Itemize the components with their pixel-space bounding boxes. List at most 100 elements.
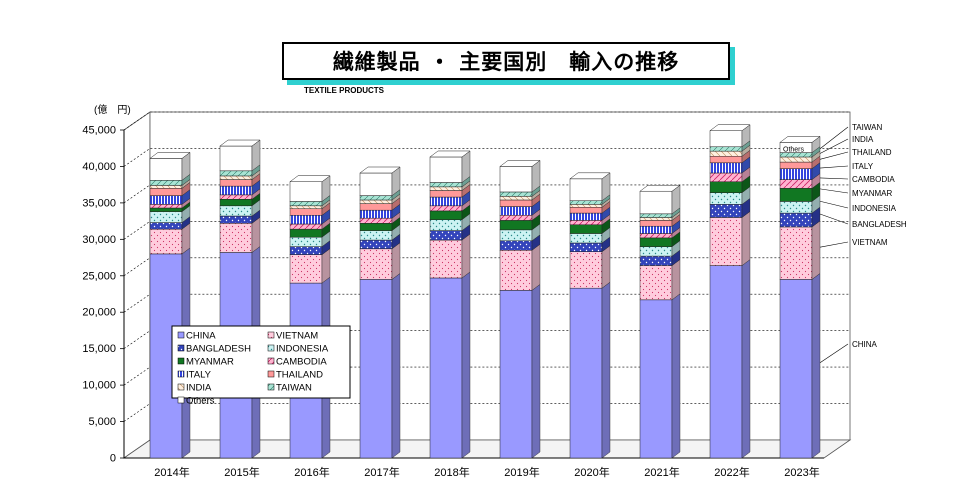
bar-segment-thailand	[779, 161, 813, 169]
bar-segment-indonesia	[709, 192, 743, 205]
bar-segment-cambodia	[709, 172, 743, 183]
bar-segment-others	[569, 178, 603, 201]
legend-box	[171, 325, 351, 399]
bar-segment-india	[429, 186, 463, 191]
bar-segment-vietnam	[219, 223, 253, 253]
x-tick-label: 2015年	[224, 465, 259, 479]
bar-segment-india	[709, 150, 743, 157]
bar-side-china	[391, 273, 401, 459]
bar-top	[569, 172, 611, 180]
bar-segment-bangladesh	[359, 239, 393, 250]
right-label-bangladesh: BANGLADESH	[852, 220, 907, 229]
leader-line	[819, 177, 849, 180]
bar-side-china	[811, 273, 821, 459]
bar-segment-china	[499, 290, 533, 459]
bar-top	[289, 175, 331, 183]
y-tick-label: 45,000	[82, 125, 116, 137]
bar-segment-indonesia	[779, 201, 813, 214]
bar-segment-vietnam	[779, 226, 813, 280]
bar-segment-vietnam	[499, 250, 533, 291]
bar-side-vietnam	[671, 259, 681, 301]
bar-segment-bangladesh	[639, 255, 673, 266]
bar-side-vietnam	[531, 243, 541, 291]
bar-segment-vietnam	[359, 248, 393, 280]
legend-swatch-italy	[177, 370, 185, 378]
bar-segment-india	[149, 185, 183, 189]
y-tick-label: 35,000	[82, 197, 116, 209]
y-tick-label: 5,000	[88, 416, 116, 428]
bar-segment-india	[289, 205, 323, 209]
bar-segment-vietnam	[639, 265, 673, 301]
x-tick-label: 2014年	[154, 465, 189, 479]
right-label-indonesia: INDONESIA	[852, 204, 897, 213]
chart-subtitle: TEXTILE PRODUCTS	[304, 86, 385, 95]
legend-swatch-thailand	[267, 370, 275, 378]
bar-segment-cambodia	[499, 215, 533, 221]
legend-label-bangladesh: BANGLADESH	[186, 344, 251, 355]
bar-segment-indonesia	[429, 219, 463, 231]
bar-top	[709, 124, 751, 131]
bar-segment-others	[289, 181, 323, 202]
x-tick-label: 2020年	[574, 465, 609, 479]
bar-segment-indonesia	[219, 205, 253, 217]
bar-side-china	[741, 259, 751, 459]
bar-segment-bangladesh	[569, 242, 603, 252]
bar-segment-indonesia	[289, 236, 323, 247]
bar-segment-indonesia	[499, 229, 533, 242]
bar-segment-cambodia	[569, 220, 603, 226]
bar-segment-china	[709, 265, 743, 459]
bar-segment-italy	[289, 215, 323, 225]
bar-segment-india	[569, 204, 603, 208]
bar-segment-vietnam	[709, 217, 743, 266]
bar-segment-italy	[359, 209, 393, 219]
bar-segment-others	[219, 145, 253, 172]
y-tick-label: 15,000	[82, 343, 116, 355]
leader-line	[819, 165, 849, 169]
others-bar-label: Others	[783, 146, 805, 153]
y-tick-label: 0	[110, 453, 116, 465]
y-tick-label: 25,000	[82, 270, 116, 282]
legend-label-china: CHINA	[186, 331, 216, 342]
bar-segment-indonesia	[359, 230, 393, 241]
right-label-cambodia: CAMBODIA	[852, 175, 895, 184]
bar-segment-bangladesh	[149, 222, 183, 230]
bar-segment-india	[219, 175, 253, 180]
bar-top	[149, 152, 191, 159]
bar-segment-myanmar	[219, 198, 253, 207]
legend-swatch-cambodia	[267, 357, 275, 365]
y-tick-label: 30,000	[82, 234, 116, 246]
bar-side-vietnam	[741, 211, 751, 266]
bar-segment-cambodia	[429, 205, 463, 212]
bar-top	[779, 136, 821, 143]
bar-segment-china	[639, 299, 673, 459]
bar-segment-thailand	[569, 207, 603, 214]
leader-line	[819, 138, 849, 154]
bar-segment-taiwan	[149, 180, 183, 186]
bar-segment-china	[569, 287, 603, 459]
bar-top	[499, 160, 541, 167]
bar-segment-vietnam	[569, 251, 603, 289]
y-axis-unit: (億 円)	[94, 103, 131, 116]
bar-segment-thailand	[289, 208, 323, 216]
legend-label-india: INDIA	[186, 383, 212, 394]
bar-segment-cambodia	[779, 179, 813, 189]
right-label-italy: ITALY	[852, 162, 874, 171]
x-tick-label: 2019年	[504, 465, 539, 479]
bar-segment-india	[499, 196, 533, 201]
bar-top	[359, 166, 401, 174]
legend-swatch-others	[177, 396, 185, 404]
bar-segment-thailand	[709, 155, 743, 164]
bar-segment-italy	[779, 168, 813, 180]
legend-label-thailand: THAILAND	[276, 370, 323, 381]
bar-segment-italy	[569, 212, 603, 221]
bar-segment-italy	[499, 206, 533, 216]
legend-label-cambodia: CAMBODIA	[276, 357, 327, 368]
bar-segment-taiwan	[429, 182, 463, 188]
right-label-taiwan: TAIWAN	[852, 123, 882, 132]
leader-line	[819, 126, 849, 150]
bar-segment-india	[779, 156, 813, 163]
right-label-myanmar: MYANMAR	[852, 189, 893, 198]
bar-segment-china	[359, 279, 393, 459]
x-tick-label: 2018年	[434, 465, 469, 479]
